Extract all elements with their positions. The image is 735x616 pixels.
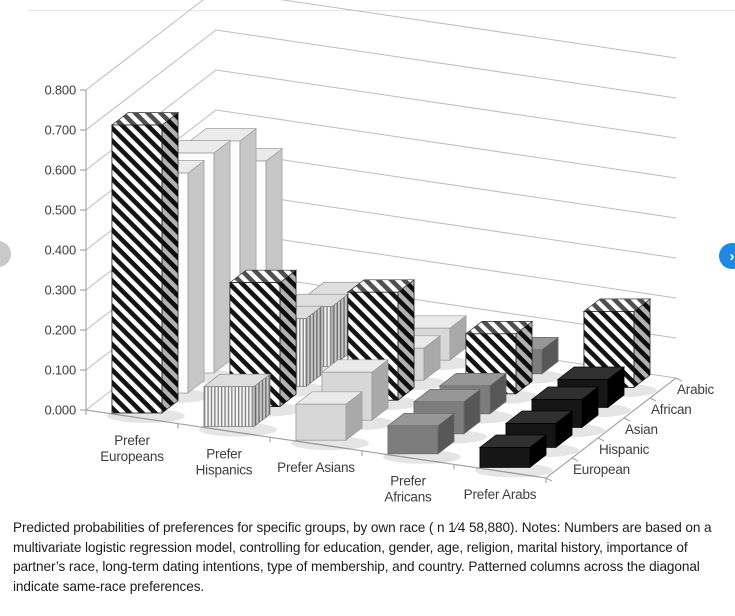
series-axis-label-asian: Asian bbox=[625, 422, 658, 437]
category-axis-label: Prefer Arabs bbox=[464, 487, 537, 502]
category-axis-label: Prefer bbox=[390, 474, 426, 489]
bar-european-prefer-hispanics bbox=[198, 373, 277, 437]
value-axis-label: 0.300 bbox=[44, 283, 76, 298]
value-axis-label: 0.100 bbox=[44, 363, 76, 378]
bar-european-prefer-asians bbox=[290, 391, 369, 451]
category-axis-label: Hispanics bbox=[196, 462, 253, 477]
value-axis-label: 0.700 bbox=[44, 123, 76, 138]
figure-top-border bbox=[28, 10, 735, 11]
series-axis-label-hispanic: Hispanic bbox=[599, 442, 650, 457]
series-axis-label-european: European bbox=[573, 462, 630, 477]
bar-european-prefer-arabs bbox=[474, 434, 553, 478]
category-axis-label: Prefer bbox=[206, 446, 242, 461]
value-axis-label: 0.200 bbox=[44, 323, 76, 338]
series-axis-label-arabic: Arabic bbox=[677, 382, 715, 397]
value-axis-label: 0.500 bbox=[44, 203, 76, 218]
category-axis-label: Africans bbox=[384, 490, 432, 505]
3d-bar-chart: 0.000 0.100 0.200 0.300 0.400 0.500 0.600 0.700… bbox=[44, 0, 715, 505]
carousel-prev-button[interactable]: ‹ bbox=[0, 241, 11, 267]
category-axis-label: Prefer bbox=[114, 433, 150, 448]
bar-asian-prefer-asians bbox=[342, 279, 421, 411]
value-axis-label: 0.000 bbox=[44, 403, 76, 418]
value-axis-label: 0.400 bbox=[44, 243, 76, 258]
bar-european-prefer-africans bbox=[382, 412, 461, 464]
value-axis-label: 0.800 bbox=[44, 83, 76, 98]
chart-canvas: 0.000 0.100 0.200 0.300 0.400 0.500 0.600 0.700… bbox=[44, 0, 715, 505]
figure-caption: Predicted probabilities of preferences f… bbox=[13, 520, 712, 594]
carousel-next-button[interactable]: › bbox=[719, 243, 735, 269]
value-axis-label: 0.600 bbox=[44, 163, 76, 178]
category-axis-label: Prefer Asians bbox=[277, 460, 355, 475]
chevron-right-icon: › bbox=[729, 247, 735, 265]
bar-european-prefer-europeans bbox=[106, 111, 185, 423]
category-axis-label: Europeans bbox=[100, 449, 164, 464]
series-axis-label-african: African bbox=[651, 402, 692, 417]
chevron-left-icon: ‹ bbox=[0, 247, 1, 262]
